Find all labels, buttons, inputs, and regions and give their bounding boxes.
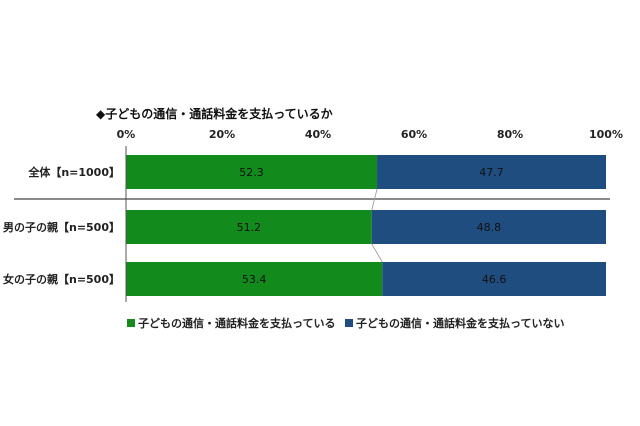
data-label: 46.6 bbox=[482, 273, 507, 286]
legend-swatch bbox=[345, 319, 353, 327]
series-connector-line bbox=[371, 243, 383, 263]
x-tick-label: 0% bbox=[117, 128, 136, 141]
category-label: 全体【n=1000】 bbox=[27, 165, 120, 179]
bars: 52.3 47.7 51.2 48.8 53.4 46.6 bbox=[126, 155, 606, 296]
bar-not-paying bbox=[382, 262, 606, 296]
bar-paying bbox=[126, 210, 372, 244]
data-label: 52.3 bbox=[239, 166, 264, 179]
data-label: 53.4 bbox=[242, 273, 267, 286]
x-tick-label: 60% bbox=[401, 128, 427, 141]
bar-paying bbox=[126, 155, 378, 189]
data-label: 48.8 bbox=[477, 221, 502, 234]
category-labels: 全体【n=1000】男の子の親【n=500】女の子の親【n=500】 bbox=[3, 165, 120, 286]
data-label: 51.2 bbox=[237, 221, 262, 234]
data-label: 47.7 bbox=[479, 166, 504, 179]
x-tick-label: 40% bbox=[305, 128, 331, 141]
bar-not-paying bbox=[377, 155, 606, 189]
series-connector-line bbox=[371, 188, 378, 211]
x-axis-ticks: 0% 20% 40% 60% 80% 100% bbox=[117, 128, 623, 141]
separators bbox=[14, 146, 610, 302]
category-label: 男の子の親【n=500】 bbox=[3, 220, 120, 234]
legend: 子どもの通信・通話料金を支払っている 子どもの通信・通話料金を支払っていない bbox=[127, 316, 564, 330]
legend-swatch bbox=[127, 319, 135, 327]
chart-title: ◆子どもの通信・通話料金を支払っているか bbox=[96, 106, 333, 121]
category-label: 女の子の親【n=500】 bbox=[3, 272, 120, 286]
bar-paying bbox=[126, 262, 383, 296]
x-tick-label: 80% bbox=[497, 128, 523, 141]
x-tick-label: 100% bbox=[589, 128, 623, 141]
x-tick-label: 20% bbox=[209, 128, 235, 141]
legend-label: 子どもの通信・通話料金を支払っている bbox=[138, 316, 335, 330]
bar-not-paying bbox=[371, 210, 606, 244]
legend-label: 子どもの通信・通話料金を支払っていない bbox=[356, 316, 564, 330]
